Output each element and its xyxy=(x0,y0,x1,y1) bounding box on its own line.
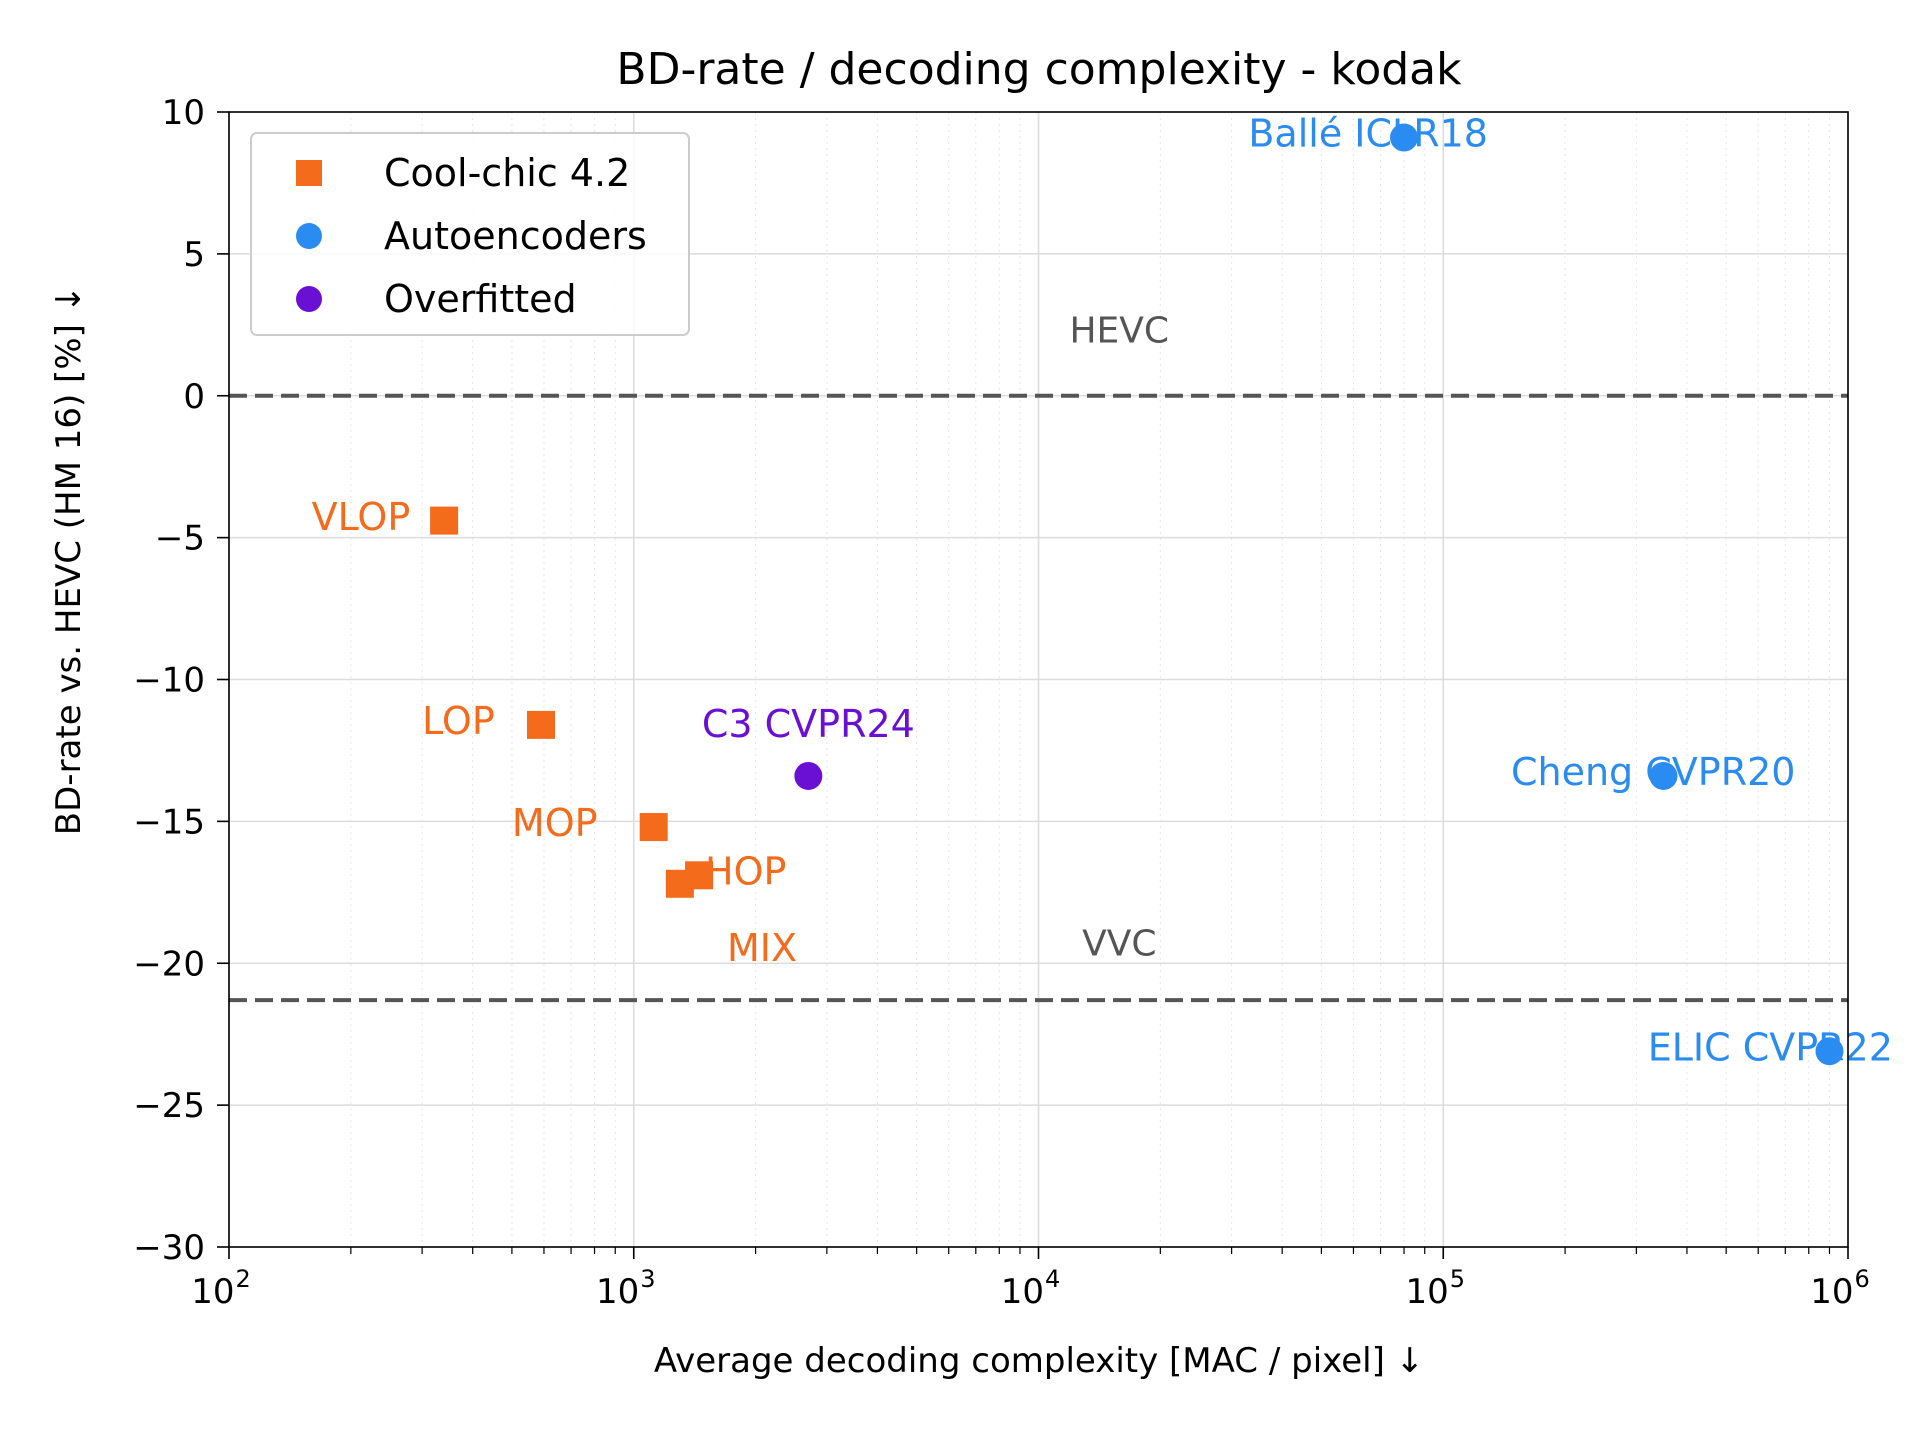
point-label-ball-iclr18: Ballé ICLR18 xyxy=(1248,112,1488,156)
legend-entries: Cool-chic 4.2 Autoencoders Overfitted xyxy=(296,151,647,321)
x-tick-label: 102 xyxy=(191,1265,251,1312)
data-marks xyxy=(430,123,1844,1066)
y-tick-label: 0 xyxy=(183,377,205,417)
x-axis-label: Average decoding complexity [MAC / pixel… xyxy=(654,1341,1424,1381)
point-label-elic-cvpr22: ELIC CVPR22 xyxy=(1648,1025,1893,1069)
point-mop xyxy=(639,813,668,842)
x-axis-ticks: 102 103 104 105 106 xyxy=(191,1247,1870,1312)
point-label-cheng-cvpr20: Cheng CVPR20 xyxy=(1511,750,1795,794)
y-tick-label: −25 xyxy=(133,1086,205,1126)
y-tick-label: −15 xyxy=(133,802,205,842)
y-tick-label: 10 xyxy=(162,93,205,133)
point-label-lop: LOP xyxy=(422,699,495,743)
point-elic-cvpr22 xyxy=(1815,1037,1844,1066)
point-ball-iclr18 xyxy=(1390,123,1419,152)
point-lop xyxy=(527,710,556,739)
y-tick-label: 5 xyxy=(183,235,205,275)
point-labels: VLOP LOP MOP HOP MIX Ballé ICLR18 Cheng CVPR20… xyxy=(312,112,1893,1070)
y-tick-label: −30 xyxy=(133,1228,205,1268)
y-tick-label: −10 xyxy=(133,661,205,701)
legend-label-cool-chic-4-2: Cool-chic 4.2 xyxy=(384,151,630,195)
legend-marker-cool-chic-4-2 xyxy=(296,160,322,186)
x-tick-label: 104 xyxy=(1001,1265,1061,1312)
legend: Cool-chic 4.2 Autoencoders Overfitted xyxy=(250,132,690,336)
reference-lines: HEVC VVC xyxy=(229,310,1848,1003)
point-mix xyxy=(665,869,694,898)
point-label-hop: HOP xyxy=(705,849,786,893)
reference-label-hevc: HEVC xyxy=(1069,310,1169,351)
point-label-mix: MIX xyxy=(727,926,797,970)
legend-marker-autoencoders xyxy=(296,223,322,249)
point-label-vlop: VLOP xyxy=(312,495,411,539)
legend-box xyxy=(250,132,690,336)
y-tick-label: −20 xyxy=(133,944,205,984)
point-cheng-cvpr20 xyxy=(1649,761,1678,790)
legend-label-autoencoders: Autoencoders xyxy=(384,214,647,258)
y-tick-label: −5 xyxy=(155,519,205,559)
y-axis-label: BD-rate vs. HEVC (HM 16) [%] ↓ xyxy=(49,285,89,835)
y-axis-ticks: 10 5 0 −5 −10 −15 −20 −25 −30 xyxy=(133,93,229,1268)
chart-title: BD-rate / decoding complexity - kodak xyxy=(616,44,1462,95)
point-c3-cvpr24 xyxy=(794,761,823,790)
point-vlop xyxy=(430,506,459,535)
legend-label-overfitted: Overfitted xyxy=(384,277,577,321)
point-label-c3-cvpr24: C3 CVPR24 xyxy=(702,702,915,746)
x-tick-label: 105 xyxy=(1405,1265,1465,1312)
x-tick-label: 103 xyxy=(596,1265,656,1312)
reference-label-vvc: VVC xyxy=(1082,923,1156,964)
point-label-mop: MOP xyxy=(512,801,598,845)
legend-marker-overfitted xyxy=(296,286,322,312)
x-tick-label: 106 xyxy=(1810,1265,1870,1312)
